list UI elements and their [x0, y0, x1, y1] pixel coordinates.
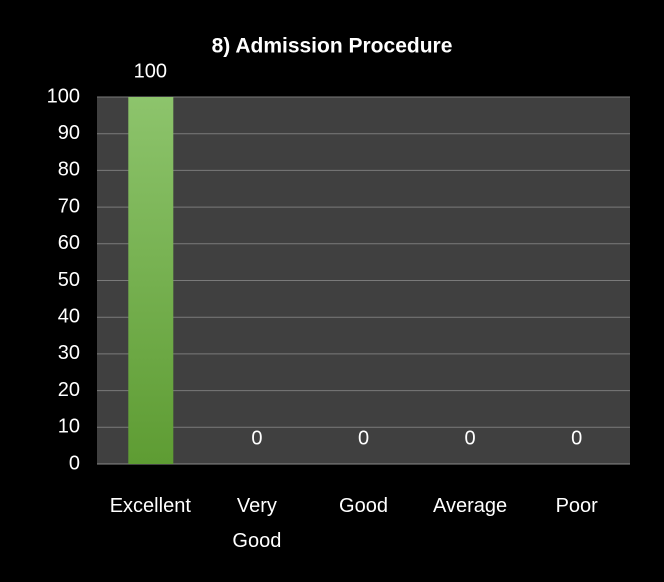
- y-tick-label: 70: [58, 195, 80, 217]
- y-tick-label: 50: [58, 269, 80, 291]
- data-label: 0: [465, 427, 476, 449]
- chart-title: 8) Admission Procedure: [212, 35, 453, 58]
- y-tick-label: 10: [58, 416, 80, 438]
- y-tick-label: 30: [58, 342, 80, 364]
- y-tick-label: 100: [47, 85, 80, 107]
- data-label: 100: [134, 60, 167, 82]
- y-tick-label: 20: [58, 379, 80, 401]
- x-tick-label: Good: [339, 495, 388, 517]
- y-tick-label: 0: [69, 452, 80, 474]
- bar: [128, 97, 174, 464]
- x-tick-label: Poor: [555, 495, 598, 517]
- y-tick-label: 90: [58, 122, 80, 144]
- y-tick-label: 40: [58, 305, 80, 327]
- y-tick-label: 80: [58, 159, 80, 181]
- x-tick-label: Average: [433, 495, 508, 517]
- x-tick-label: Very Good: [232, 495, 282, 552]
- data-label: 0: [571, 427, 582, 449]
- data-label: 0: [251, 427, 262, 449]
- data-label: 0: [358, 427, 369, 449]
- x-tick-label: Excellent: [109, 495, 191, 517]
- y-tick-label: 60: [58, 232, 80, 254]
